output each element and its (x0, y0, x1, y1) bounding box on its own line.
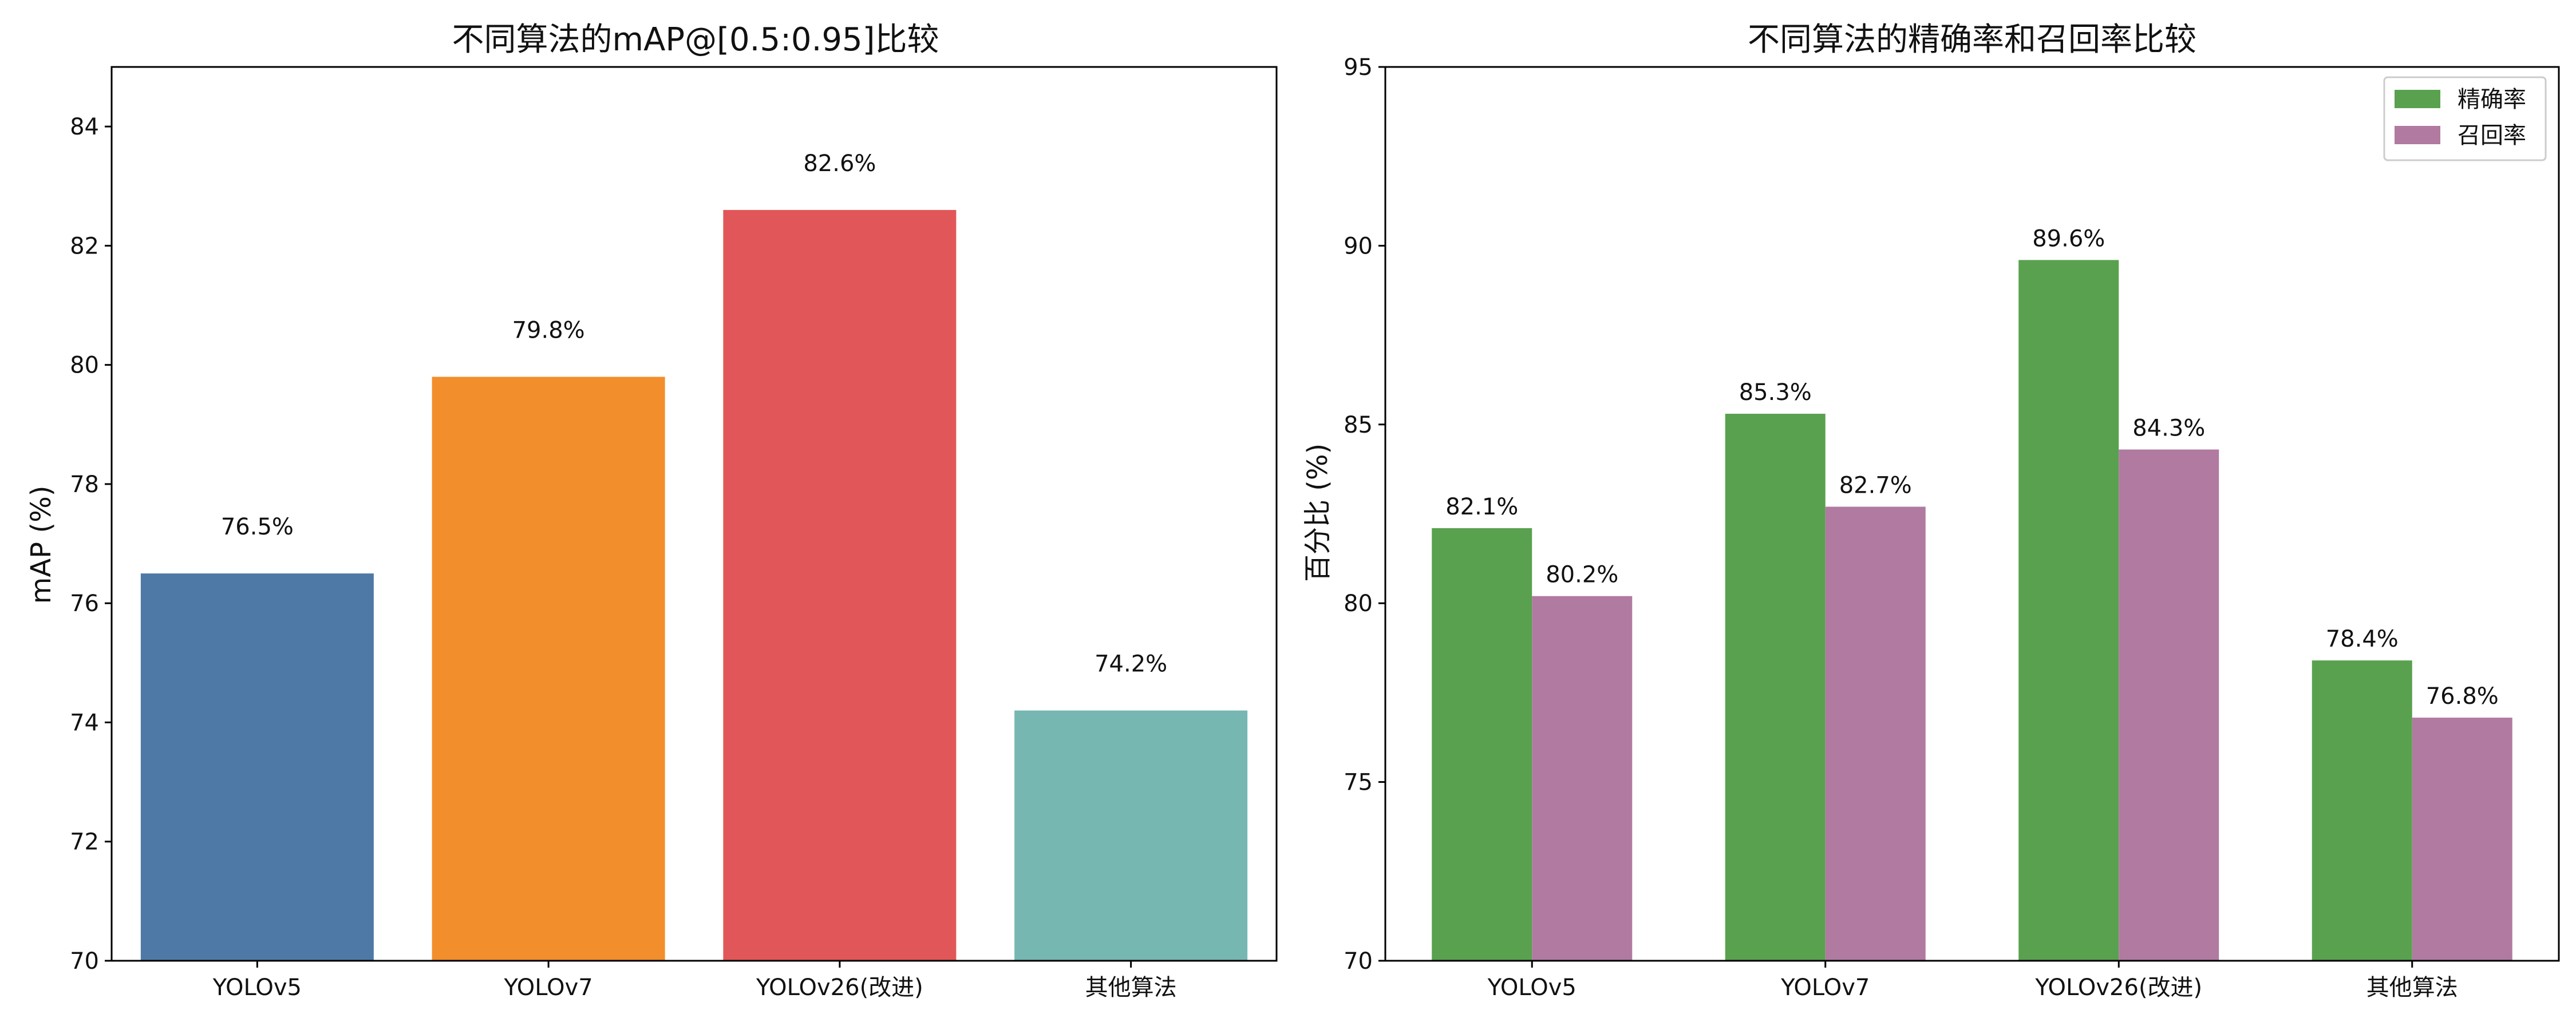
bar (723, 209, 957, 961)
legend-swatch-precision (2395, 90, 2440, 108)
y-tick-label: 82 (70, 233, 99, 259)
x-tick-label: YOLOv7 (1780, 974, 1870, 1001)
bar-value-label: 85.3% (1739, 379, 1812, 406)
y-axis-label: 百分比 (%) (1302, 443, 1334, 582)
y-axis-label: mAP (%) (25, 486, 57, 604)
map-comparison-chart: 不同算法的mAP@[0.5:0.95]比较 mAP (%) 70 72 74 76 78… (25, 21, 1278, 1001)
legend-label-recall: 召回率 (2458, 122, 2526, 149)
y-axis-ticks: 70 75 80 85 90 95 (1344, 54, 1385, 974)
legend-swatch-recall (2395, 126, 2440, 144)
y-tick-label: 84 (70, 114, 99, 140)
bar (140, 573, 374, 961)
y-tick-label: 80 (1344, 591, 1373, 617)
x-tick-label: YOLOv26(改进) (2034, 974, 2202, 1001)
bar-value-label: 76.8% (2426, 683, 2499, 710)
y-tick-label: 70 (70, 948, 99, 974)
bar-value-label: 89.6% (2032, 225, 2105, 252)
bar-value-label: 74.2% (1095, 651, 1167, 678)
chart-title: 不同算法的精确率和召回率比较 (1748, 21, 2196, 58)
y-tick-label: 90 (1344, 233, 1373, 259)
bar-recall (1825, 506, 1926, 961)
x-tick-label: YOLOv7 (504, 974, 593, 1001)
y-tick-label: 74 (70, 710, 99, 736)
y-axis-ticks: 70 72 74 76 78 80 82 84 (70, 114, 112, 974)
bar-value-label: 84.3% (2132, 415, 2205, 442)
bar-precision (2018, 260, 2119, 961)
chart-title: 不同算法的mAP@[0.5:0.95]比较 (452, 21, 939, 58)
y-tick-label: 76 (70, 591, 99, 617)
x-tick-label: YOLOv5 (1487, 974, 1577, 1001)
bar-precision (2312, 660, 2412, 961)
x-tick-label: 其他算法 (2366, 974, 2458, 1001)
x-axis-ticks: YOLOv5 YOLOv7 YOLOv26(改进) 其他算法 (1487, 961, 2458, 1001)
bar-value-label: 82.7% (1839, 473, 1912, 499)
bar (432, 377, 665, 961)
bar-recall (2412, 718, 2512, 961)
y-tick-label: 80 (70, 352, 99, 379)
y-tick-label: 72 (70, 829, 99, 855)
bar-value-label: 78.4% (2326, 626, 2399, 652)
bar-recall (2119, 449, 2219, 961)
bar-precision (1725, 414, 1826, 961)
x-tick-label: 其他算法 (1085, 974, 1177, 1001)
y-tick-label: 75 (1344, 770, 1373, 796)
x-tick-label: YOLOv26(改进) (756, 974, 923, 1001)
plot-frame (1384, 66, 2560, 962)
x-axis-ticks: YOLOv5 YOLOv7 YOLOv26(改进) 其他算法 (212, 961, 1177, 1001)
bars: 76.5% 79.8% 82.6% 74.2% (140, 150, 1248, 961)
bar-value-label: 82.1% (1445, 494, 1518, 520)
bar-value-label: 82.6% (803, 150, 876, 177)
bar-precision (1432, 528, 1532, 961)
bar-value-label: 76.5% (221, 514, 294, 540)
plot-frame (110, 66, 1278, 962)
bar-value-label: 79.8% (512, 317, 585, 343)
bar (1014, 710, 1248, 961)
y-tick-label: 70 (1344, 948, 1373, 974)
x-tick-label: YOLOv5 (212, 974, 302, 1001)
precision-recall-chart: 不同算法的精确率和召回率比较 百分比 (%) 70 75 80 85 90 95 82.1… (1302, 21, 2560, 1001)
bar-recall (1532, 596, 1633, 961)
y-tick-label: 95 (1344, 54, 1373, 81)
legend: 精确率 召回率 (2383, 76, 2547, 161)
y-tick-label: 85 (1344, 412, 1373, 438)
bars: 82.1% 80.2% 85.3% 82.7% 89.6% 84.3% 78.4% 76.8% (1432, 225, 2512, 961)
y-tick-label: 78 (70, 472, 99, 498)
bar-value-label: 80.2% (1546, 562, 1618, 588)
legend-label-precision: 精确率 (2458, 86, 2526, 113)
